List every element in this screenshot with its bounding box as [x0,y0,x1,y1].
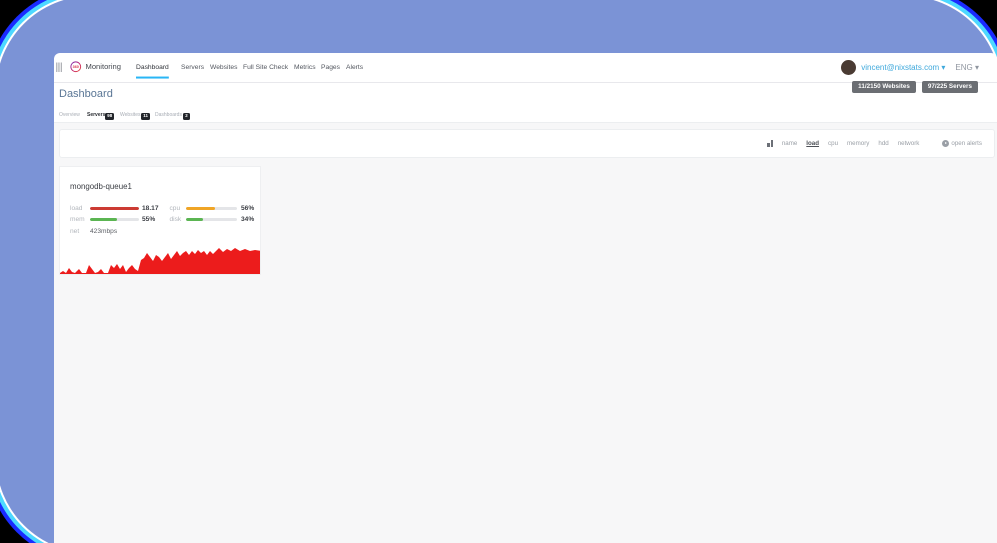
svg-text:360: 360 [73,65,79,69]
